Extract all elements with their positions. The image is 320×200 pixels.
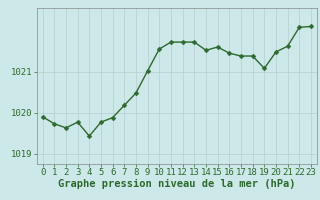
X-axis label: Graphe pression niveau de la mer (hPa): Graphe pression niveau de la mer (hPa) <box>58 179 296 189</box>
